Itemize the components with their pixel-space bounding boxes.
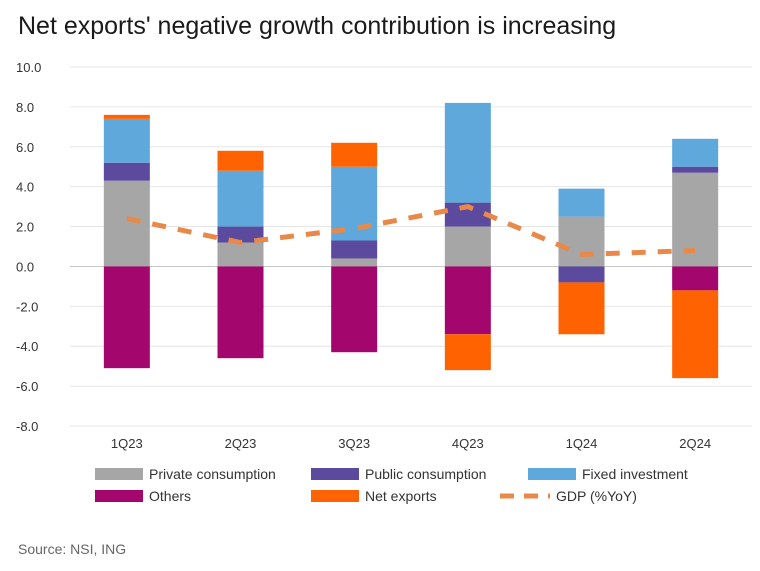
bar-others bbox=[217, 266, 264, 359]
bar-private bbox=[331, 258, 378, 267]
y-tick-label: 6.0 bbox=[16, 140, 34, 155]
y-tick-label: 0.0 bbox=[16, 259, 34, 274]
bar-private bbox=[558, 216, 605, 267]
x-tick-label: 4Q23 bbox=[452, 436, 484, 451]
bar-net bbox=[444, 334, 491, 371]
legend-swatch-private bbox=[95, 468, 143, 480]
bar-fixed bbox=[558, 188, 605, 217]
bar-private bbox=[217, 242, 264, 267]
bar-fixed bbox=[217, 170, 264, 227]
y-tick-label: -4.0 bbox=[16, 339, 38, 354]
legend-swatch-fixed bbox=[528, 468, 576, 480]
x-tick-label: 3Q23 bbox=[338, 436, 370, 451]
legend-label-gdp: GDP (%YoY) bbox=[556, 488, 637, 504]
y-tick-label: -8.0 bbox=[16, 419, 38, 434]
bar-net bbox=[558, 282, 605, 335]
bar-fixed bbox=[103, 118, 150, 163]
x-tick-label: 1Q24 bbox=[566, 436, 598, 451]
bar-public bbox=[558, 266, 605, 283]
bar-private bbox=[103, 180, 150, 267]
bar-public bbox=[444, 202, 491, 227]
bar-others bbox=[331, 266, 378, 353]
source-note: Source: NSI, ING bbox=[18, 541, 127, 557]
legend-swatch-others bbox=[95, 490, 143, 502]
legend-label-fixed: Fixed investment bbox=[582, 466, 688, 482]
legend-label-net: Net exports bbox=[365, 488, 437, 504]
y-tick-label: 10.0 bbox=[16, 60, 41, 75]
bar-others bbox=[103, 266, 150, 369]
bar-fixed bbox=[444, 102, 491, 203]
legend-label-public: Public consumption bbox=[365, 466, 486, 482]
bar-net bbox=[217, 150, 264, 171]
bar-public bbox=[103, 162, 150, 181]
bar-public bbox=[331, 240, 378, 259]
y-tick-label: 4.0 bbox=[16, 180, 34, 195]
legend-label-others: Others bbox=[149, 488, 191, 504]
y-tick-label: 8.0 bbox=[16, 100, 34, 115]
bar-net bbox=[672, 290, 719, 379]
bar-net bbox=[103, 114, 150, 119]
bar-fixed bbox=[672, 138, 719, 167]
x-tick-label: 1Q23 bbox=[111, 436, 143, 451]
chart-title: Net exports' negative growth contributio… bbox=[18, 12, 617, 40]
bar-net bbox=[331, 142, 378, 167]
bar-others bbox=[672, 266, 719, 291]
legend-label-private: Private consumption bbox=[149, 466, 276, 482]
x-tick-label: 2Q24 bbox=[679, 436, 711, 451]
bar-others bbox=[444, 266, 491, 335]
bar-public bbox=[672, 166, 719, 173]
bar-private bbox=[444, 226, 491, 267]
x-tick-label: 2Q23 bbox=[225, 436, 257, 451]
legend-swatch-public bbox=[311, 468, 359, 480]
y-tick-label: -6.0 bbox=[16, 379, 38, 394]
y-tick-label: -2.0 bbox=[16, 299, 38, 314]
y-tick-label: 2.0 bbox=[16, 220, 34, 235]
legend-swatch-net bbox=[311, 490, 359, 502]
gdp-line bbox=[126, 204, 696, 257]
